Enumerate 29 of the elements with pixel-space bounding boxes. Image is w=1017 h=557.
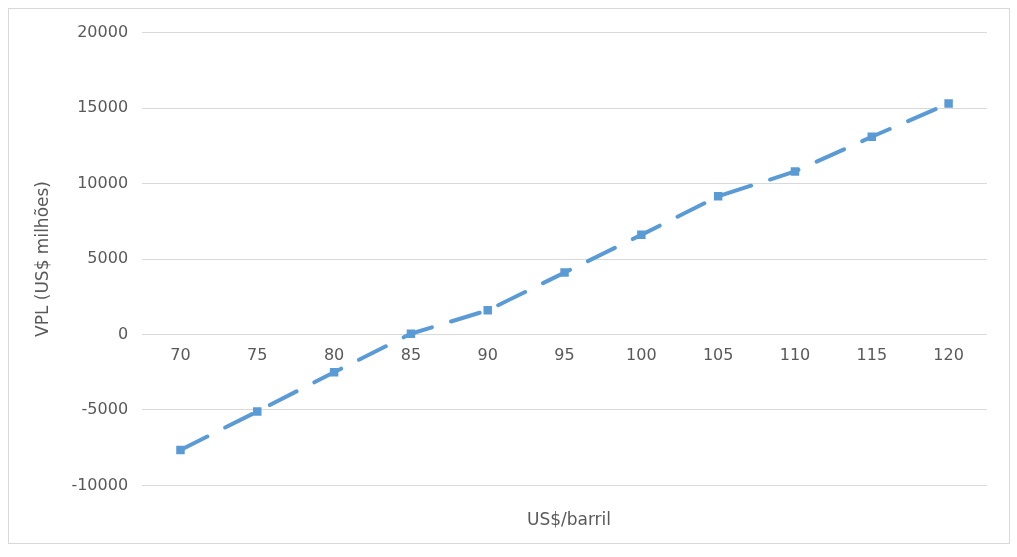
x-tick-label: 70 <box>170 345 191 365</box>
x-tick-label: 105 <box>702 345 734 365</box>
y-tick-label: 20000 <box>77 21 129 41</box>
point <box>790 167 800 176</box>
point <box>637 230 646 240</box>
y-tick-label: -10000 <box>71 474 129 494</box>
y-tick-label: 5000 <box>87 248 129 268</box>
point <box>253 407 262 416</box>
x-tick-label: 120 <box>933 345 964 365</box>
x-axis-title: US$/barril <box>525 509 613 531</box>
x-tick-label: 75 <box>247 345 268 365</box>
y-tick-label: -5000 <box>81 399 129 419</box>
point <box>560 268 569 277</box>
y-axis-title: VPL (US$ milhões) <box>31 181 52 337</box>
point <box>713 192 723 201</box>
x-tick-label: 95 <box>554 345 575 365</box>
point <box>483 306 492 315</box>
x-tick-label: 80 <box>323 345 345 365</box>
point <box>406 329 416 338</box>
x-tick-label: 100 <box>626 345 657 365</box>
point <box>176 445 185 455</box>
x-tick-label: 90 <box>477 345 498 365</box>
x-tick-label: 110 <box>779 345 811 365</box>
y-tick-label: 10000 <box>77 172 129 192</box>
point <box>944 99 953 108</box>
x-tick-label: 85 <box>400 345 422 365</box>
y-tick-label: 0 <box>117 323 129 343</box>
x-tick-label: 115 <box>856 345 888 365</box>
y-tick-label: 15000 <box>77 97 129 117</box>
